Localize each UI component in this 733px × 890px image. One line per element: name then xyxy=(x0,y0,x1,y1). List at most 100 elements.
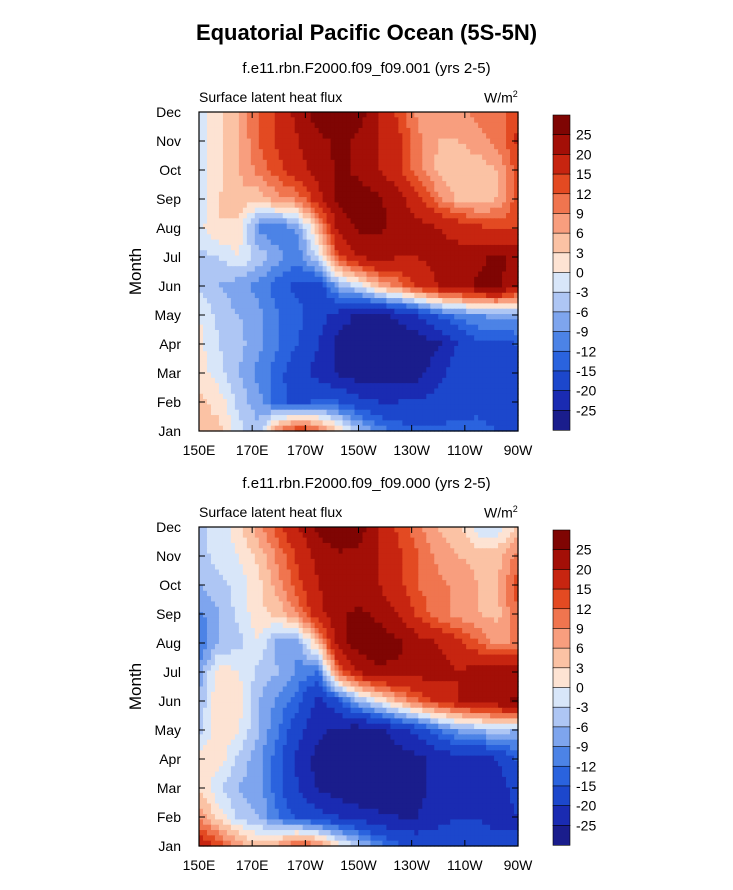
heatmap-cell xyxy=(226,133,232,140)
heatmap-cell xyxy=(310,404,316,411)
heatmap-cell xyxy=(426,112,431,118)
heatmap-cell xyxy=(346,159,352,166)
heatmap-cell xyxy=(470,367,475,374)
heatmap-cell xyxy=(238,345,244,352)
heatmap-cell xyxy=(250,159,256,166)
heatmap-cell xyxy=(278,404,284,411)
heatmap-cell xyxy=(226,191,232,198)
heatmap-cell xyxy=(494,287,499,294)
heatmap-cell xyxy=(434,399,439,406)
heatmap-cell xyxy=(506,415,511,421)
heatmap-cell xyxy=(314,340,320,347)
heatmap-cell xyxy=(378,266,384,273)
heatmap-cell xyxy=(482,388,487,395)
heatmap-cell xyxy=(366,149,372,156)
heatmap-cell xyxy=(334,181,340,188)
heatmap-cell xyxy=(199,420,204,427)
heatmap-cell xyxy=(314,367,320,374)
heatmap-cell xyxy=(442,527,447,533)
heatmap-cell xyxy=(274,223,280,230)
heatmap-cell xyxy=(390,367,395,374)
heatmap-cell xyxy=(390,191,395,198)
heatmap-cell xyxy=(206,287,212,294)
heatmap-cell xyxy=(334,149,340,156)
heatmap-cell xyxy=(478,383,483,390)
heatmap-cell xyxy=(246,138,252,145)
heatmap-cell xyxy=(338,420,344,427)
heatmap-cell xyxy=(370,218,376,225)
heatmap-cell xyxy=(210,234,216,241)
heatmap-cell xyxy=(206,527,212,533)
heatmap-cell xyxy=(346,244,352,251)
heatmap-cell xyxy=(238,532,244,539)
heatmap-cell xyxy=(230,117,236,124)
heatmap-cell xyxy=(326,425,332,432)
heatmap-cell xyxy=(262,127,268,134)
heatmap-cell xyxy=(370,186,376,193)
heatmap-cell xyxy=(290,112,296,118)
heatmap-cell xyxy=(486,303,491,310)
heatmap-cell xyxy=(358,335,364,342)
heatmap-cell xyxy=(246,527,252,533)
heatmap-cell xyxy=(494,175,499,182)
heatmap-cell xyxy=(510,143,515,150)
heatmap-cell xyxy=(199,388,204,395)
heatmap-cell xyxy=(486,420,491,427)
heatmap-cell xyxy=(314,223,320,230)
heatmap-cell xyxy=(354,335,360,342)
heatmap-cell xyxy=(330,112,336,118)
heatmap-cell xyxy=(398,409,403,416)
heatmap-cell xyxy=(362,213,368,219)
heatmap-cell xyxy=(294,228,300,235)
heatmap-cell xyxy=(366,165,372,172)
heatmap-cell xyxy=(438,404,443,411)
colorbar-label: -15 xyxy=(576,363,596,379)
heatmap-cell xyxy=(486,191,491,198)
heatmap-cell xyxy=(346,319,352,326)
heatmap-cell xyxy=(242,329,248,336)
heatmap-cell xyxy=(230,223,236,230)
heatmap-cell xyxy=(246,340,252,347)
heatmap-cell xyxy=(386,351,391,358)
heatmap-cell xyxy=(374,409,380,416)
heatmap-cell xyxy=(338,154,344,161)
heatmap-cell xyxy=(282,282,288,289)
heatmap-cell xyxy=(318,234,324,241)
heatmap-cell xyxy=(326,207,332,214)
heatmap-cell xyxy=(370,165,376,172)
heatmap-cell xyxy=(466,383,471,390)
heatmap-cell xyxy=(494,191,499,198)
heatmap-cell xyxy=(378,250,384,257)
heatmap-cell xyxy=(282,527,288,533)
heatmap-cell xyxy=(310,202,316,209)
heatmap-cell xyxy=(426,351,431,358)
heatmap-cell xyxy=(262,218,268,225)
heatmap-cell xyxy=(446,159,451,166)
heatmap-cell xyxy=(286,383,292,390)
heatmap-cell xyxy=(334,175,340,182)
heatmap-cell xyxy=(230,335,236,342)
heatmap-cell xyxy=(318,298,324,304)
heatmap-cell xyxy=(434,314,439,320)
heatmap-cell xyxy=(422,159,427,166)
heatmap-cell xyxy=(298,527,304,533)
heatmap-cell xyxy=(354,218,360,225)
heatmap-cell xyxy=(270,181,276,188)
heatmap-cell xyxy=(342,351,348,358)
heatmap-cell xyxy=(390,314,395,320)
heatmap-cell xyxy=(486,324,491,331)
heatmap-cell xyxy=(454,292,459,299)
heatmap-cell xyxy=(338,276,344,283)
heatmap-cell xyxy=(270,308,276,315)
heatmap-cell xyxy=(462,181,467,188)
heatmap-cell xyxy=(490,415,495,421)
heatmap-cell xyxy=(418,202,423,209)
heatmap-cell xyxy=(210,308,216,315)
heatmap-cell xyxy=(394,298,399,304)
heatmap-cell xyxy=(438,255,443,262)
heatmap-cell xyxy=(222,186,228,193)
heatmap-cell xyxy=(378,181,384,188)
heatmap-cell xyxy=(406,361,411,368)
heatmap-cell xyxy=(418,175,423,182)
heatmap-cell xyxy=(218,420,224,427)
